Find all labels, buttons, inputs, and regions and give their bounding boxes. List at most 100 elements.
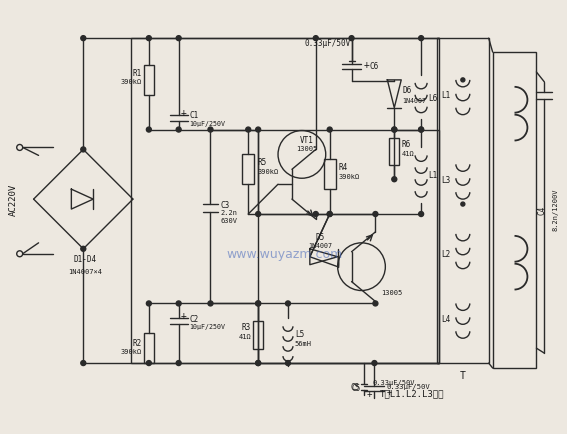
Circle shape bbox=[81, 361, 86, 366]
Bar bbox=[390, 138, 399, 166]
Circle shape bbox=[81, 148, 86, 153]
Text: 1N4007×4: 1N4007×4 bbox=[68, 268, 102, 274]
Bar bbox=[131, 39, 439, 363]
Text: L1: L1 bbox=[441, 91, 450, 100]
Circle shape bbox=[256, 301, 261, 306]
Circle shape bbox=[256, 361, 261, 366]
Circle shape bbox=[327, 128, 332, 133]
Circle shape bbox=[176, 361, 181, 366]
Text: 390kΩ: 390kΩ bbox=[121, 79, 142, 85]
Text: 13005: 13005 bbox=[382, 289, 403, 295]
Circle shape bbox=[314, 36, 318, 42]
Text: +: + bbox=[366, 389, 372, 398]
Text: C6: C6 bbox=[370, 62, 379, 71]
Text: 41Ω: 41Ω bbox=[239, 333, 251, 339]
Circle shape bbox=[208, 128, 213, 133]
Circle shape bbox=[327, 212, 332, 217]
Text: 10μF/250V: 10μF/250V bbox=[189, 324, 226, 329]
Text: 0.33μF/50V: 0.33μF/50V bbox=[305, 39, 351, 47]
Bar bbox=[144, 333, 154, 363]
Circle shape bbox=[146, 301, 151, 306]
Text: C1: C1 bbox=[189, 111, 199, 120]
Text: R2: R2 bbox=[133, 339, 142, 348]
Circle shape bbox=[373, 301, 378, 306]
Circle shape bbox=[146, 36, 151, 42]
Text: 390kΩ: 390kΩ bbox=[121, 349, 142, 354]
Circle shape bbox=[81, 247, 86, 252]
Text: C4: C4 bbox=[538, 205, 547, 214]
Text: C3: C3 bbox=[221, 200, 230, 209]
Text: +: + bbox=[363, 60, 369, 70]
Circle shape bbox=[461, 79, 465, 82]
Circle shape bbox=[256, 128, 261, 133]
Text: 630V: 630V bbox=[221, 217, 238, 224]
Text: L3: L3 bbox=[441, 175, 450, 184]
Text: R6: R6 bbox=[401, 140, 411, 148]
Text: L6: L6 bbox=[428, 94, 437, 103]
Bar bbox=[258, 130, 439, 363]
Text: R4: R4 bbox=[338, 162, 348, 171]
Text: C2: C2 bbox=[189, 314, 199, 323]
Circle shape bbox=[349, 36, 354, 42]
Text: 2.2n: 2.2n bbox=[221, 210, 238, 216]
Circle shape bbox=[392, 178, 397, 182]
Bar bbox=[242, 155, 254, 185]
Circle shape bbox=[373, 212, 378, 217]
Circle shape bbox=[418, 36, 424, 42]
Text: C5: C5 bbox=[351, 384, 361, 392]
Text: L2: L2 bbox=[441, 250, 450, 259]
Text: T由L1.L2.L3构成: T由L1.L2.L3构成 bbox=[379, 388, 444, 397]
Text: VT1: VT1 bbox=[300, 136, 314, 145]
Text: www.wuyazm.com: www.wuyazm.com bbox=[227, 248, 343, 261]
Text: R1: R1 bbox=[133, 69, 142, 78]
Text: 41Ω: 41Ω bbox=[401, 151, 414, 157]
Bar bbox=[493, 53, 536, 368]
Text: 0.33μF/50V: 0.33μF/50V bbox=[373, 379, 415, 385]
Circle shape bbox=[256, 301, 261, 306]
Circle shape bbox=[418, 128, 424, 133]
Text: 8.2n/1200V: 8.2n/1200V bbox=[552, 188, 558, 231]
Circle shape bbox=[461, 203, 465, 207]
Circle shape bbox=[372, 361, 377, 366]
Text: R3: R3 bbox=[242, 322, 251, 331]
Text: D1-D4: D1-D4 bbox=[74, 255, 97, 263]
Circle shape bbox=[256, 361, 261, 366]
Circle shape bbox=[208, 301, 213, 306]
Text: 13005: 13005 bbox=[296, 146, 318, 152]
Text: 56mH: 56mH bbox=[295, 340, 312, 346]
Circle shape bbox=[176, 128, 181, 133]
Text: R5: R5 bbox=[257, 158, 266, 167]
Bar bbox=[437, 39, 489, 363]
Bar bbox=[253, 322, 263, 349]
Bar bbox=[324, 160, 336, 190]
Circle shape bbox=[286, 361, 290, 366]
Circle shape bbox=[392, 128, 397, 133]
Circle shape bbox=[81, 36, 86, 42]
Text: 390kΩ: 390kΩ bbox=[338, 174, 360, 180]
Text: AC220V: AC220V bbox=[9, 184, 18, 216]
Text: D6: D6 bbox=[402, 86, 412, 95]
Text: +: + bbox=[386, 388, 391, 397]
Circle shape bbox=[176, 36, 181, 42]
Text: 1N4007: 1N4007 bbox=[308, 242, 332, 248]
Text: L1: L1 bbox=[428, 171, 437, 179]
Circle shape bbox=[418, 212, 424, 217]
Circle shape bbox=[246, 128, 251, 133]
Text: 10μF/250V: 10μF/250V bbox=[189, 120, 226, 126]
Text: T: T bbox=[460, 370, 466, 380]
Circle shape bbox=[286, 301, 290, 306]
Circle shape bbox=[256, 212, 261, 217]
Circle shape bbox=[327, 212, 332, 217]
Circle shape bbox=[146, 128, 151, 133]
Text: 0.33μF/50V: 0.33μF/50V bbox=[386, 383, 430, 389]
Circle shape bbox=[314, 212, 318, 217]
Text: D5: D5 bbox=[315, 233, 324, 242]
Text: 390kΩ: 390kΩ bbox=[257, 169, 278, 175]
Text: +: + bbox=[181, 311, 187, 321]
Text: L5: L5 bbox=[295, 329, 304, 338]
Text: C5: C5 bbox=[350, 382, 359, 391]
Bar bbox=[144, 66, 154, 95]
Text: 1N4007: 1N4007 bbox=[402, 98, 426, 104]
Circle shape bbox=[392, 128, 397, 133]
Circle shape bbox=[176, 301, 181, 306]
